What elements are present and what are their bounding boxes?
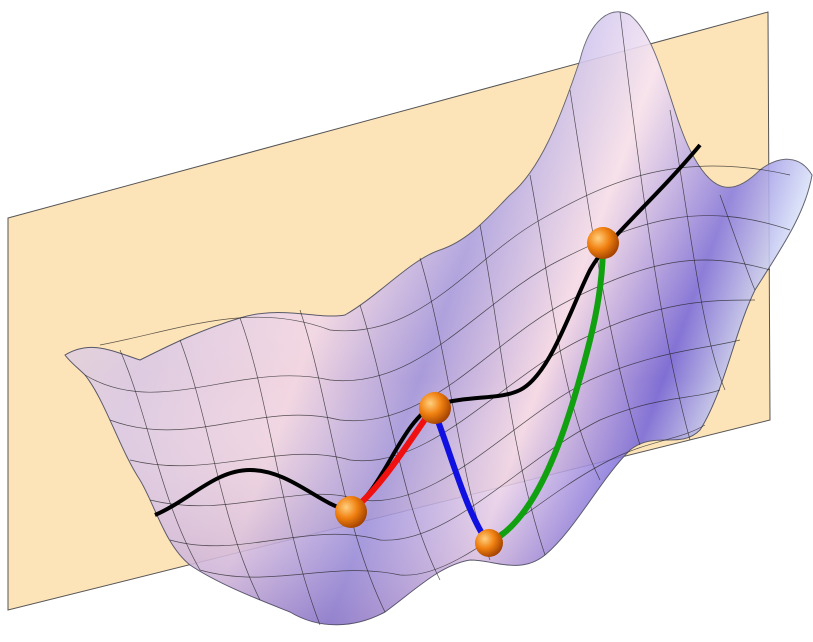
point-c bbox=[475, 529, 503, 557]
point-d bbox=[587, 227, 619, 259]
point-b bbox=[419, 392, 451, 424]
point-a bbox=[335, 496, 367, 528]
surface-illustration bbox=[0, 0, 813, 642]
